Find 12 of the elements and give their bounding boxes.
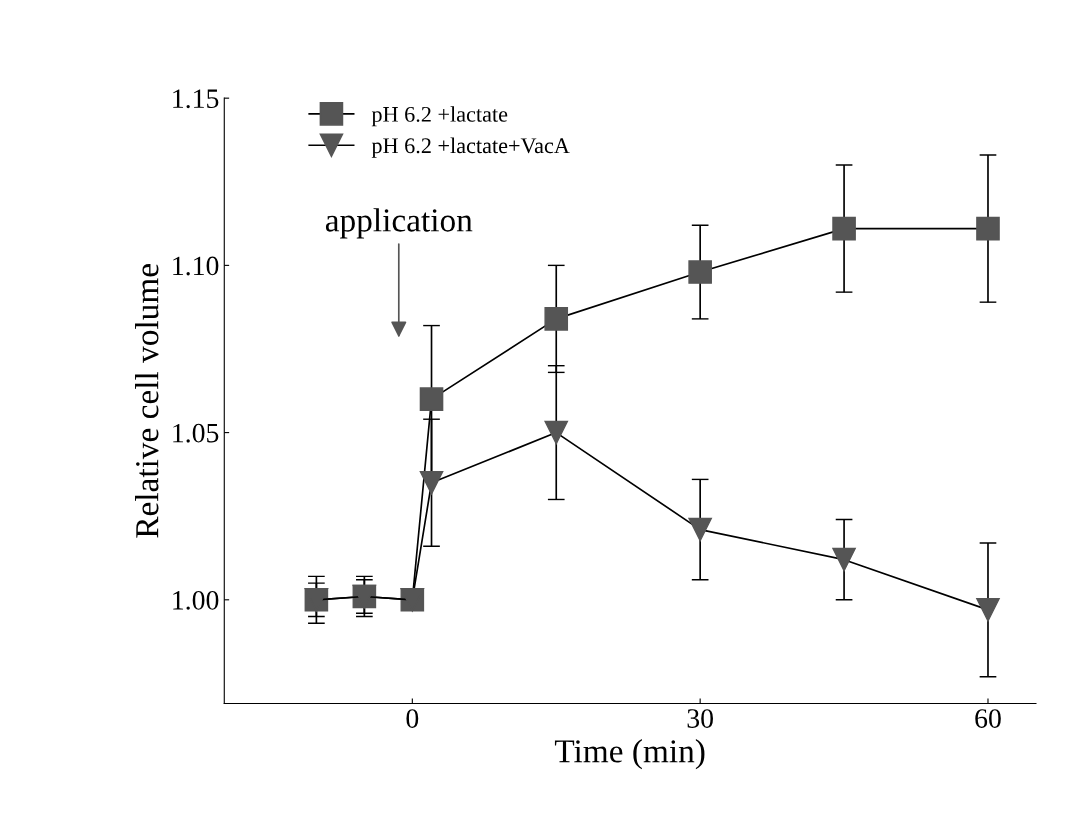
y-tick-label: 1.05 (173, 423, 219, 443)
x-tick-label: 0 (406, 709, 419, 728)
y-tick-label: 1.10 (173, 256, 219, 276)
y-tick-label: 1.15 (173, 89, 219, 109)
annotation: application (325, 208, 473, 239)
legend-label: pH 6.2 +lactate (371, 106, 508, 127)
x-tick-label: 30 (687, 709, 713, 728)
x-axis-title: Time (min) (554, 739, 705, 770)
x-tick-label: 60 (975, 709, 1001, 728)
y-tick-label: 1.00 (173, 590, 219, 610)
legend-label: pH 6.2 +lactate+VacA (371, 137, 570, 158)
y-axis-title: Relative cell volume (135, 264, 159, 538)
